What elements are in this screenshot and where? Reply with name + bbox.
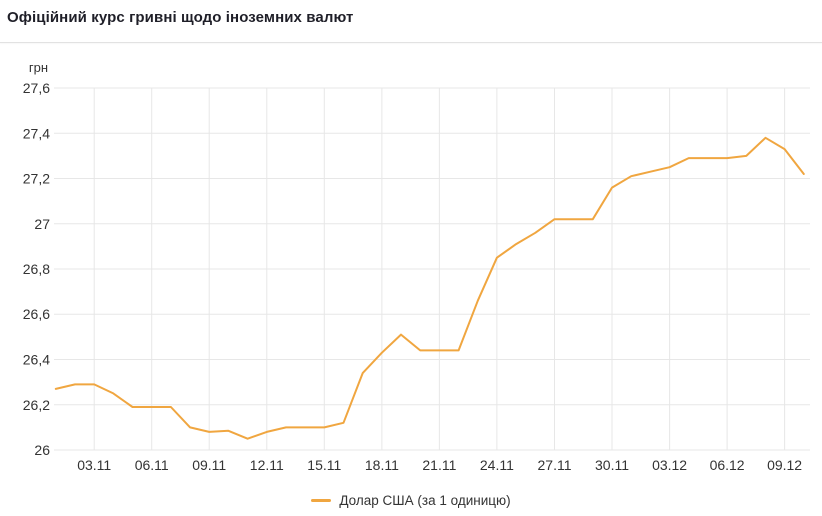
x-tick-label: 27.11	[538, 457, 572, 473]
y-tick-label: 26,4	[23, 352, 50, 368]
y-tick-label: 27	[34, 216, 50, 232]
chart-title: Офіційний курс гривні щодо іноземних вал…	[7, 9, 354, 26]
y-tick-label: 27,2	[23, 171, 50, 187]
legend-label: Долар США (за 1 одиницю)	[339, 492, 511, 508]
y-axis-unit-label: грн	[29, 60, 48, 75]
x-tick-label: 12.11	[250, 457, 284, 473]
x-tick-label: 24.11	[480, 457, 514, 473]
y-tick-label: 26,8	[23, 261, 50, 277]
x-tick-label: 30.11	[595, 457, 629, 473]
x-tick-label: 15.11	[307, 457, 341, 473]
x-tick-label: 09.11	[192, 457, 226, 473]
x-tick-label: 06.11	[135, 457, 169, 473]
y-tick-label: 26,2	[23, 397, 50, 413]
title-divider	[0, 42, 822, 43]
x-tick-label: 03.11	[77, 457, 111, 473]
x-tick-label: 06.12	[710, 457, 745, 473]
x-tick-label: 09.12	[767, 457, 802, 473]
x-tick-label: 21.11	[422, 457, 456, 473]
y-tick-label: 27,4	[23, 125, 50, 141]
legend-line-swatch	[311, 498, 332, 502]
y-tick-label: 26	[34, 442, 50, 458]
x-tick-label: 03.12	[652, 457, 687, 473]
x-tick-label: 18.11	[365, 457, 399, 473]
series-line-usd[interactable]	[54, 136, 805, 440]
legend-item-usd[interactable]: Долар США (за 1 одиницю)	[0, 489, 822, 511]
y-tick-label: 27,6	[23, 80, 50, 96]
y-tick-label: 26,6	[23, 306, 50, 322]
